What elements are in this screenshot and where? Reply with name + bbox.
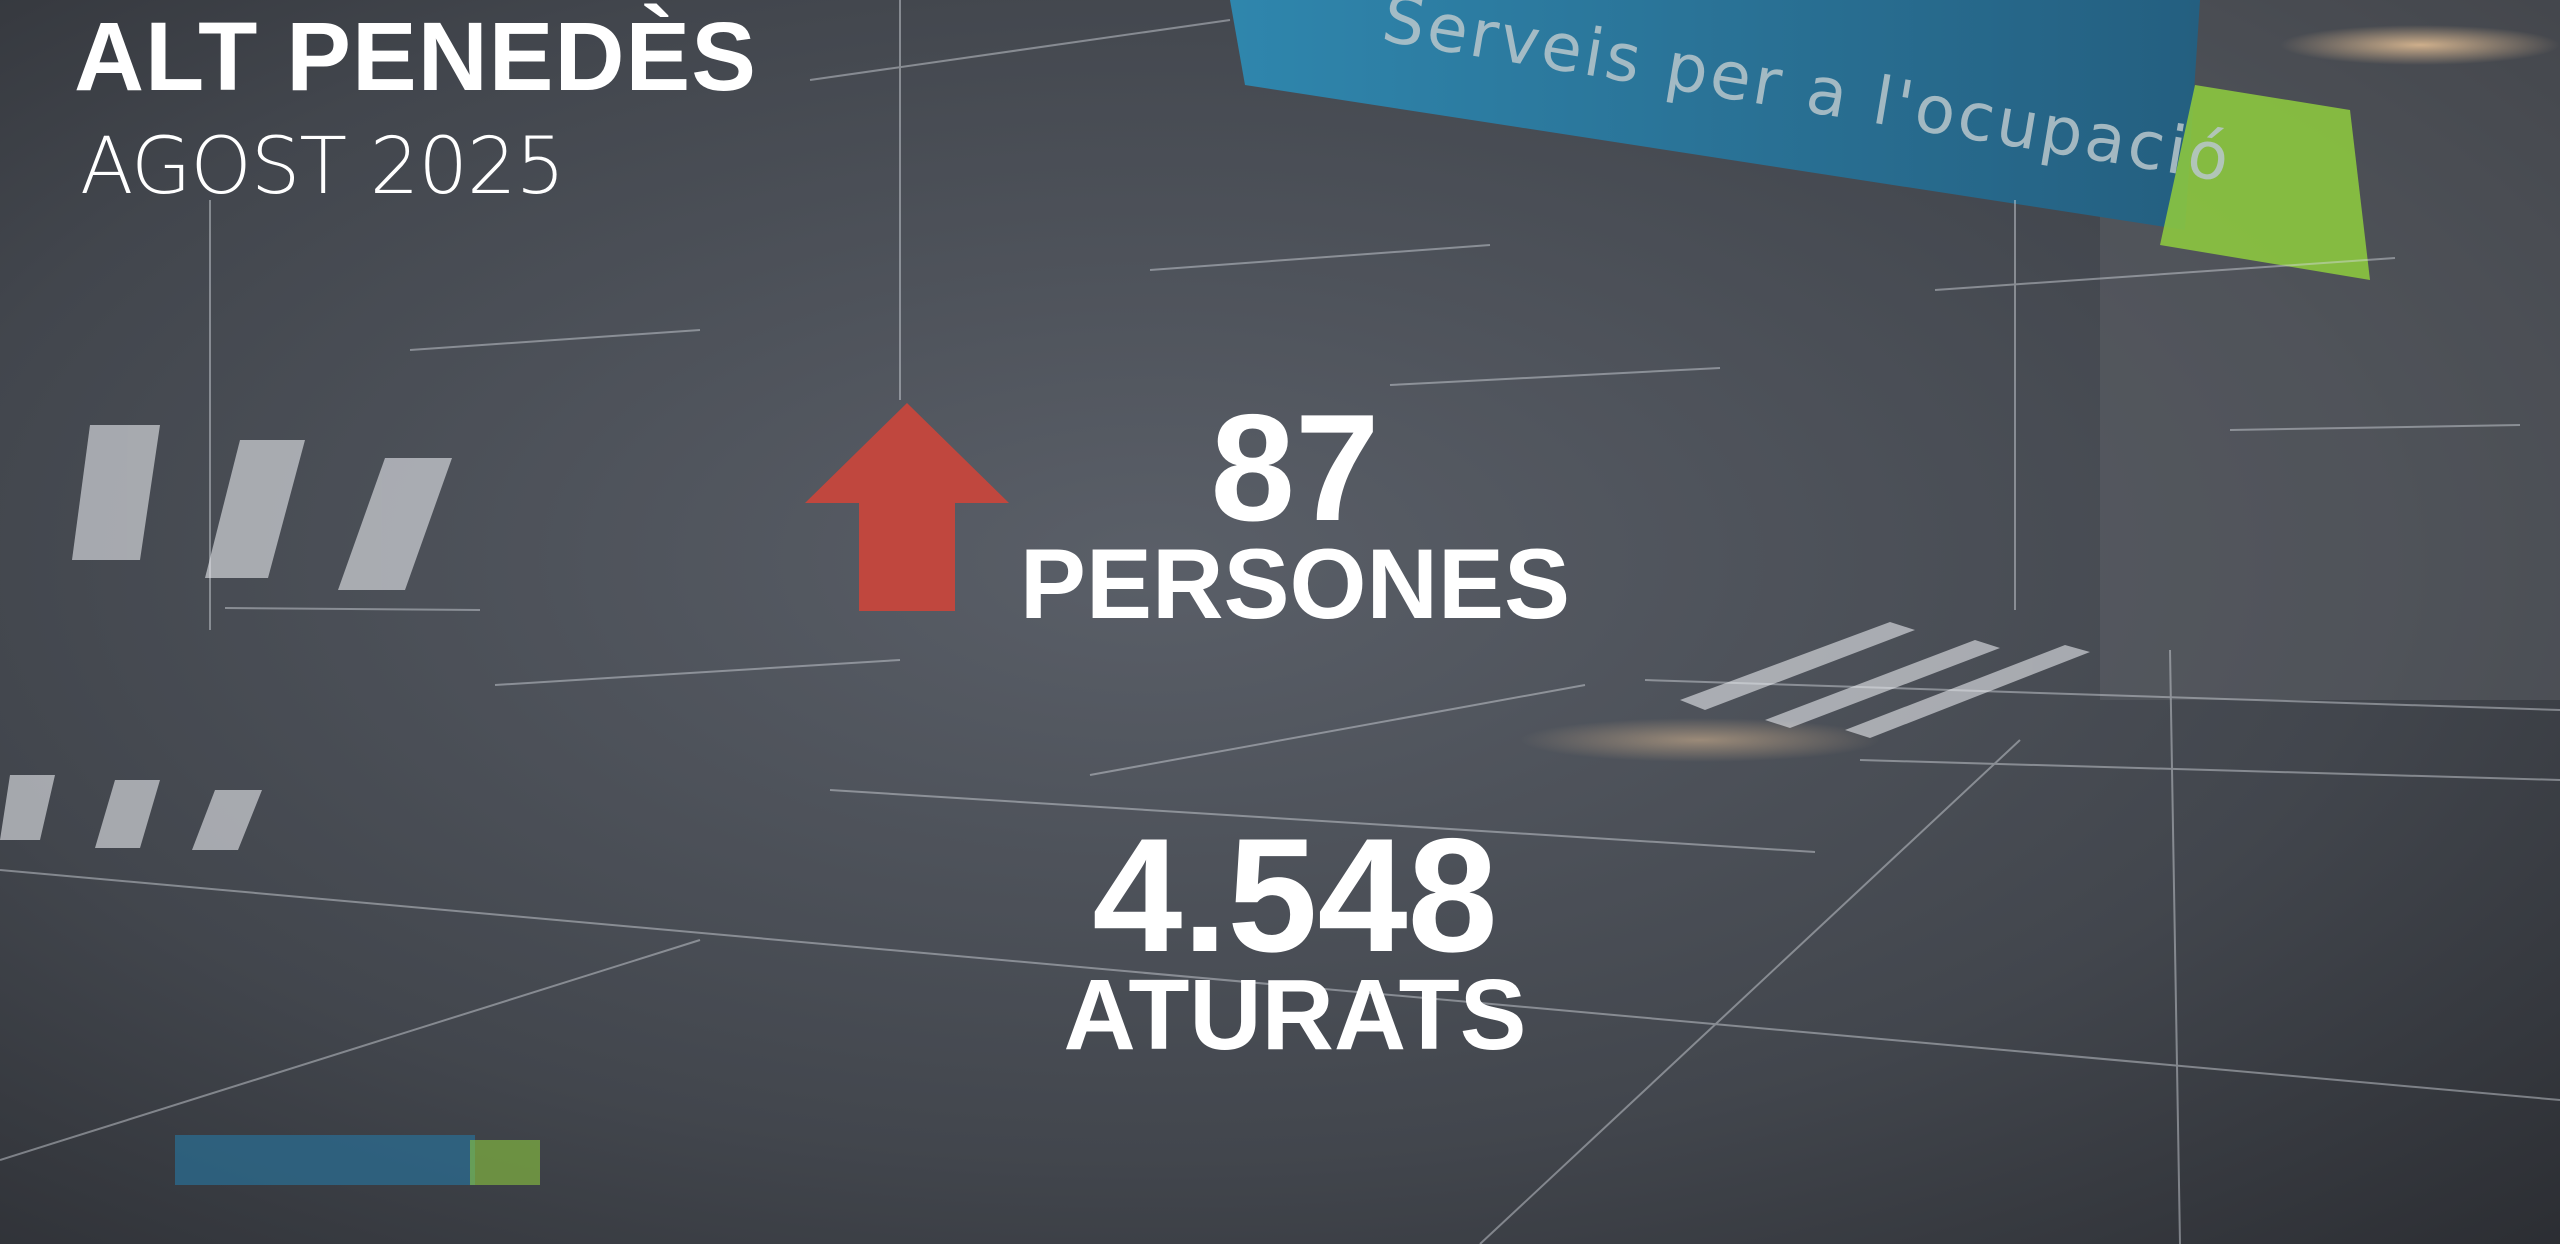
change-label: PERSONES	[1019, 528, 1571, 639]
region-title: ALT PENEDÈS	[74, 2, 757, 111]
sign-accent	[2160, 85, 2370, 280]
total-value: 4.548	[1092, 805, 1498, 986]
arrow-up-icon	[805, 403, 1009, 611]
total-label: ATURATS	[1063, 959, 1527, 1071]
period-subtitle: AGOST 2025	[80, 122, 565, 212]
sign-panel	[1230, 0, 2200, 230]
change-value: 87	[1210, 383, 1380, 553]
